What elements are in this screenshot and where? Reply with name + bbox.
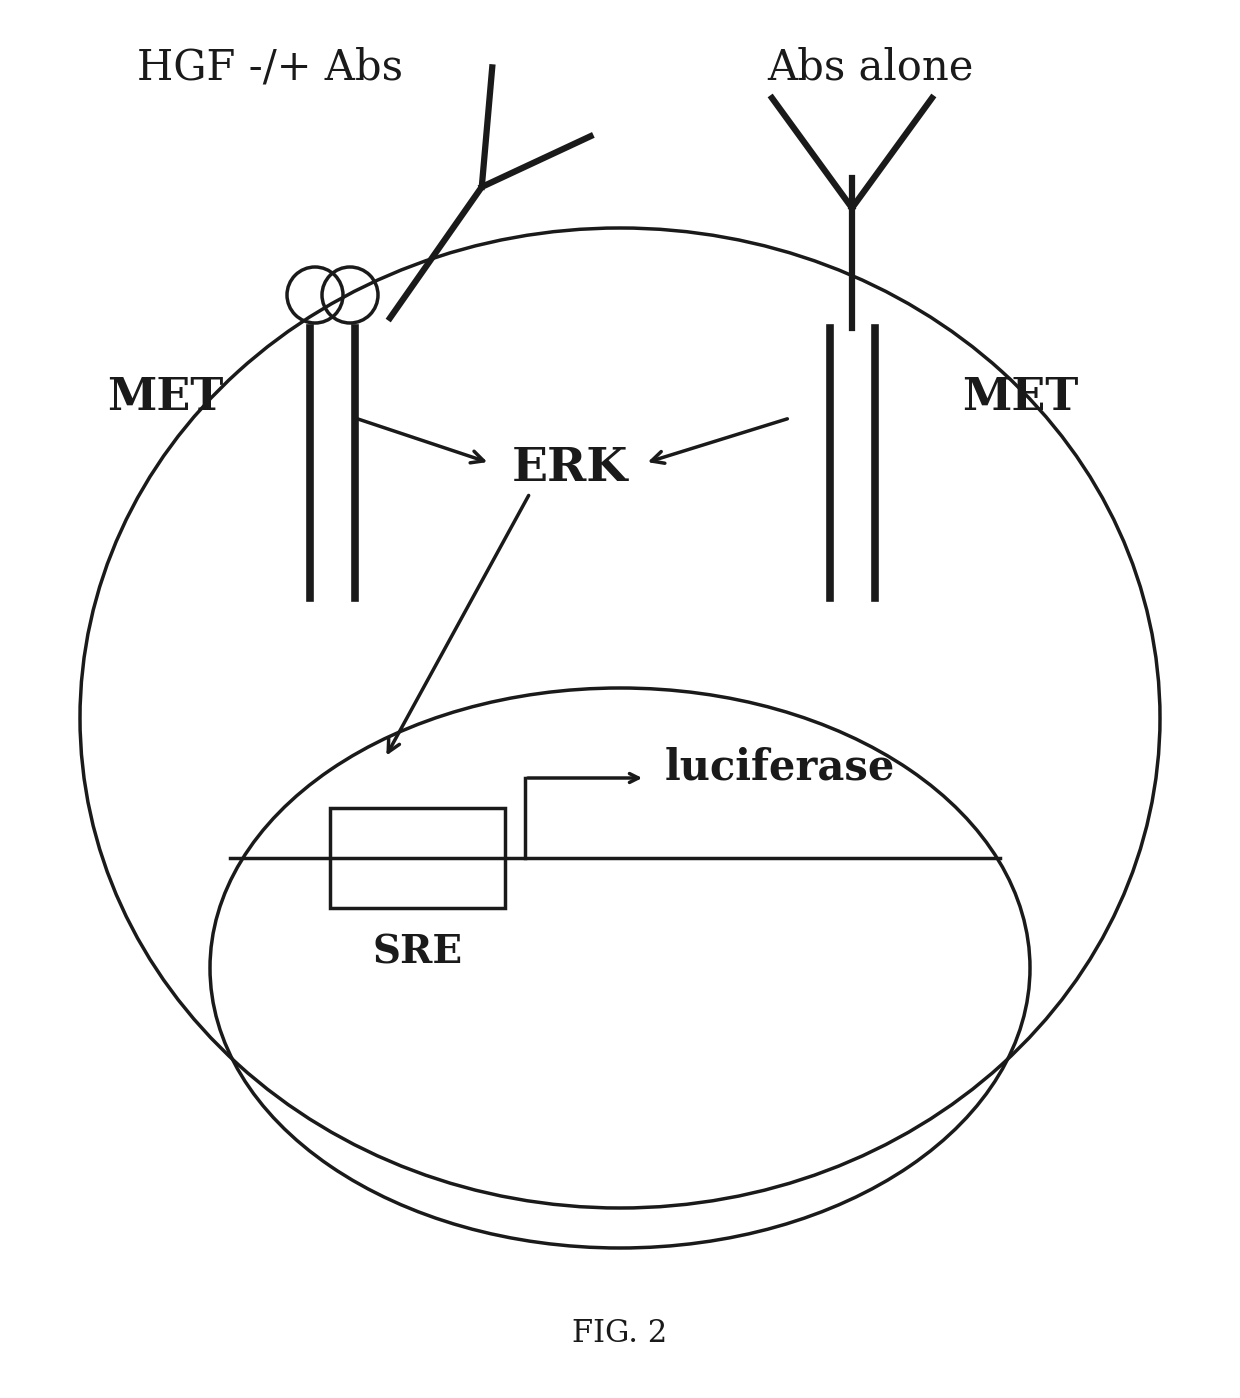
Bar xyxy=(330,808,505,907)
Text: luciferase: luciferase xyxy=(665,747,895,788)
Text: ERK: ERK xyxy=(512,445,629,491)
Text: SRE: SRE xyxy=(372,932,463,972)
Text: FIG. 2: FIG. 2 xyxy=(573,1317,667,1349)
Text: MET: MET xyxy=(962,376,1079,419)
Text: MET: MET xyxy=(107,376,223,419)
Text: Abs alone: Abs alone xyxy=(766,48,973,89)
Text: HGF -/+ Abs: HGF -/+ Abs xyxy=(136,48,403,89)
